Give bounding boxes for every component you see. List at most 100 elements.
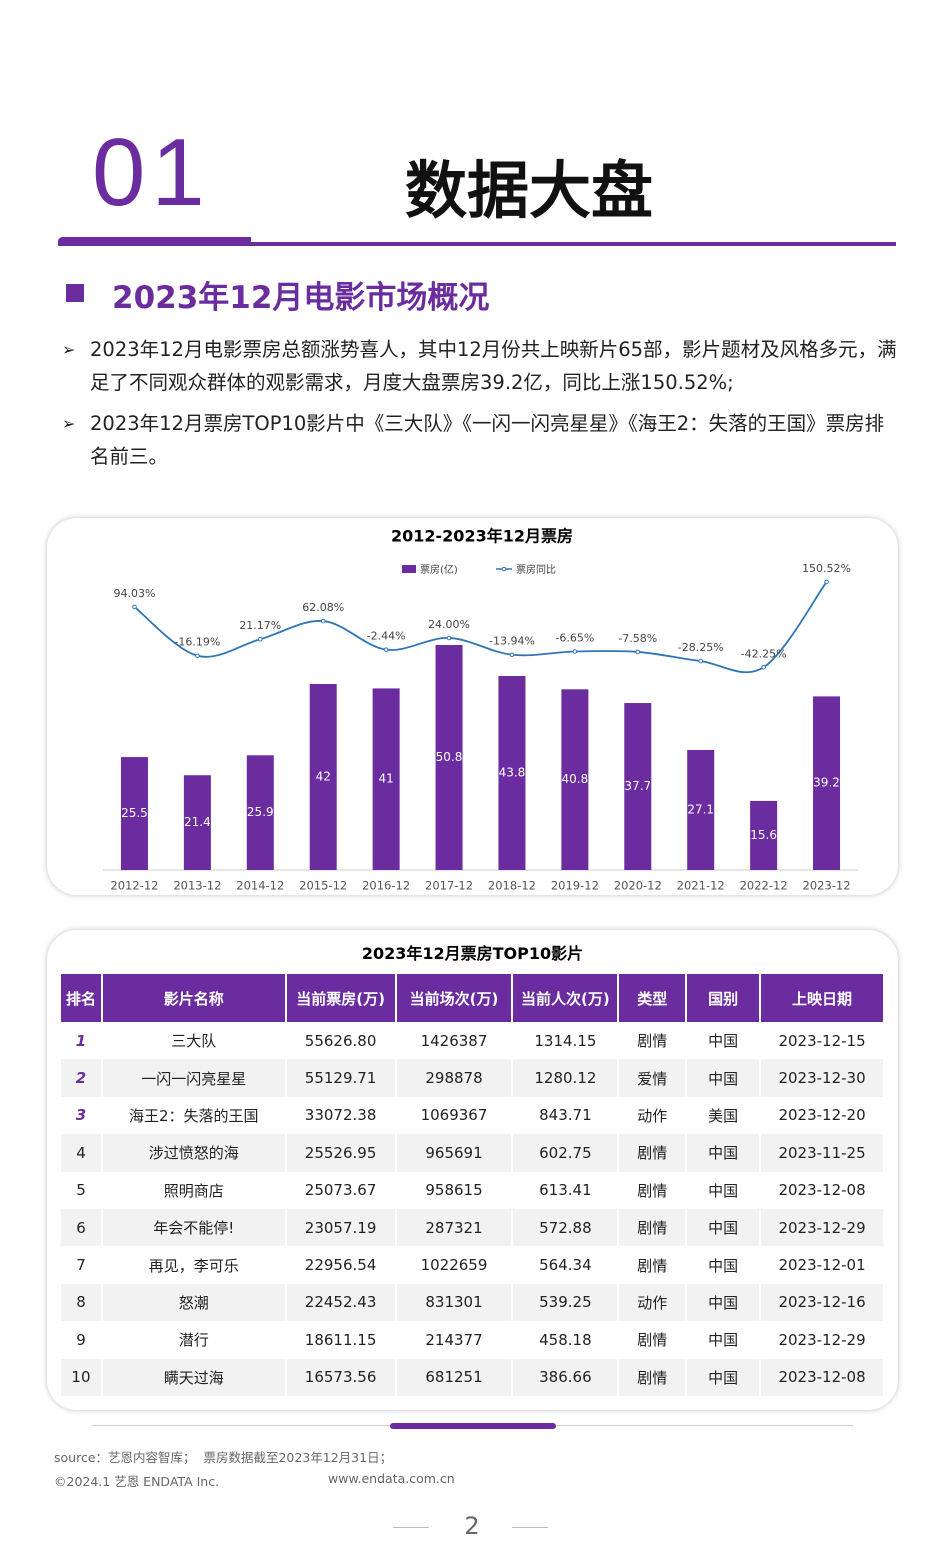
table-cell: 海王2：失落的王国 <box>100 1096 286 1135</box>
table-cell: 剧情 <box>617 1321 687 1359</box>
rank-cell: 2 <box>59 1059 102 1097</box>
bar-value-label: 50.8 <box>436 750 463 764</box>
table-cell: 2023-11-25 <box>759 1134 883 1172</box>
bar-value-label: 21.4 <box>184 815 211 829</box>
x-tick-label: 2017-12 <box>425 879 473 893</box>
table-cell: 2023-12-16 <box>759 1283 883 1322</box>
table-cell: 1314.15 <box>511 1022 619 1060</box>
table-cell: 剧情 <box>617 1208 687 1247</box>
bar <box>624 703 652 870</box>
table-header-row: 排名 影片名称 当前票房(万) 当前场次(万) 当前人次(万) 类型 国别 上映日期 <box>59 974 883 1022</box>
table-cell: 三大队 <box>100 1022 286 1060</box>
table-row: 10 瞒天过海 16573.56 681251 386.66 剧情 中国 2023-12-08 <box>59 1358 883 1396</box>
line-value-label: 62.08% <box>302 601 344 614</box>
table-cell: 2023-12-29 <box>759 1321 883 1359</box>
bar <box>813 696 841 870</box>
bar-value-label: 25.9 <box>247 805 274 819</box>
source-note: source：艺恩内容智库； 票房数据截至2023年12月31日； <box>54 1450 393 1465</box>
x-tick-label: 2022-12 <box>740 879 788 893</box>
line-value-label: -28.25% <box>678 641 724 654</box>
table-row: 1 三大队 55626.80 1426387 1314.15 剧情 中国 2023-12-15 <box>59 1022 883 1060</box>
bar-value-label: 27.1 <box>687 802 714 816</box>
bar <box>183 775 211 870</box>
table-cell: 2023-12-29 <box>759 1208 883 1247</box>
bar <box>435 645 463 870</box>
bullet-text: 2023年12月电影票房总额涨势喜人，其中12月份共上映新片65部，影片题材及风… <box>90 338 897 394</box>
bar-value-label: 39.2 <box>813 776 840 790</box>
table-cell: 剧情 <box>617 1134 687 1172</box>
section-number: 01 <box>92 119 211 226</box>
table-cell: 1022659 <box>394 1246 513 1284</box>
table-cell: 剧情 <box>617 1246 687 1284</box>
table-cell: 55626.80 <box>284 1022 396 1060</box>
table-row: 9 潜行 18611.15 214377 458.18 剧情 中国 2023-12-29 <box>59 1321 883 1359</box>
bar <box>372 688 400 870</box>
bar-value-label: 37.7 <box>624 779 651 793</box>
bar-value-label: 15.6 <box>750 828 777 842</box>
bar <box>498 676 526 870</box>
chart-title: 2012-2023年12月票房 <box>391 527 573 546</box>
line-point <box>635 649 641 655</box>
page-rule <box>393 1527 429 1528</box>
table-cell: 55129.71 <box>284 1059 396 1097</box>
bar-value-label: 41 <box>378 772 393 786</box>
x-tick-label: 2018-12 <box>488 879 536 893</box>
table-cell: 涉过愤怒的海 <box>100 1134 286 1172</box>
table-cell: 602.75 <box>511 1134 619 1172</box>
table-cell: 怒潮 <box>100 1283 286 1322</box>
table-cell: 动作 <box>617 1096 687 1135</box>
table-cell: 33072.38 <box>284 1096 396 1135</box>
table-cell: 214377 <box>394 1321 513 1359</box>
table-cell: 中国 <box>685 1283 761 1322</box>
line-value-label: -7.58% <box>618 632 657 645</box>
table-cell: 2023-12-20 <box>759 1096 883 1135</box>
table-cell: 831301 <box>394 1283 513 1322</box>
x-tick-label: 2019-12 <box>551 879 599 893</box>
table-cell: 中国 <box>685 1358 761 1396</box>
bar-value-label: 42 <box>316 770 331 784</box>
table-cell: 年会不能停! <box>100 1208 286 1247</box>
x-tick-label: 2020-12 <box>614 879 662 893</box>
table-row: 6 年会不能停! 23057.19 287321 572.88 剧情 中国 2023-12-2… <box>59 1208 883 1247</box>
table-cell: 25073.67 <box>284 1171 396 1209</box>
bar <box>687 749 715 870</box>
rank-cell: 10 <box>59 1358 102 1396</box>
line-value-label: 150.52% <box>802 562 851 575</box>
table-row: 4 涉过愤怒的海 25526.95 965691 602.75 剧情 中国 2023-11-2… <box>59 1134 883 1172</box>
table-row: 8 怒潮 22452.43 831301 539.25 动作 中国 2023-12-16 <box>59 1283 883 1322</box>
table-cell: 潜行 <box>100 1321 286 1359</box>
line-value-label: 94.03% <box>113 587 155 600</box>
table-cell: 中国 <box>685 1246 761 1284</box>
line-point <box>824 579 829 585</box>
table: 排名 影片名称 当前票房(万) 当前场次(万) 当前人次(万) 类型 国别 上映日期 1 三大队 5… <box>59 974 883 1396</box>
column-header: 影片名称 <box>100 974 286 1022</box>
line-point <box>509 652 515 658</box>
table-cell: 剧情 <box>617 1022 687 1060</box>
table-row: 3 海王2：失落的王国 33072.38 1069367 843.71 动作 美国 2023-… <box>59 1096 883 1135</box>
line-point <box>446 635 452 641</box>
table-cell: 中国 <box>685 1171 761 1209</box>
table-row: 5 照明商店 25073.67 958615 613.41 剧情 中国 2023-12-08 <box>59 1171 883 1209</box>
line-point <box>132 604 137 610</box>
table-cell: 再见，李可乐 <box>100 1246 286 1284</box>
table-cell: 动作 <box>617 1283 687 1322</box>
column-header: 排名 <box>59 974 102 1022</box>
table-cell: 564.34 <box>511 1246 619 1284</box>
line-value-label: -42.25% <box>741 647 787 660</box>
rank-cell: 1 <box>59 1022 102 1060</box>
line-value-label: -6.65% <box>555 632 594 645</box>
bar-value-label: 40.8 <box>562 772 589 786</box>
column-header: 类型 <box>617 974 687 1022</box>
column-header: 当前人次(万) <box>511 974 619 1022</box>
table-cell: 中国 <box>685 1321 761 1359</box>
table-cell: 958615 <box>394 1171 513 1209</box>
x-tick-label: 2012-12 <box>110 879 158 893</box>
line-point <box>320 618 326 624</box>
table-cell: 843.71 <box>511 1096 619 1135</box>
bar <box>246 755 274 870</box>
table-cell: 剧情 <box>617 1171 687 1209</box>
table-cell: 瞒天过海 <box>100 1358 286 1396</box>
column-header: 当前票房(万) <box>284 974 396 1022</box>
table-cell: 613.41 <box>511 1171 619 1209</box>
